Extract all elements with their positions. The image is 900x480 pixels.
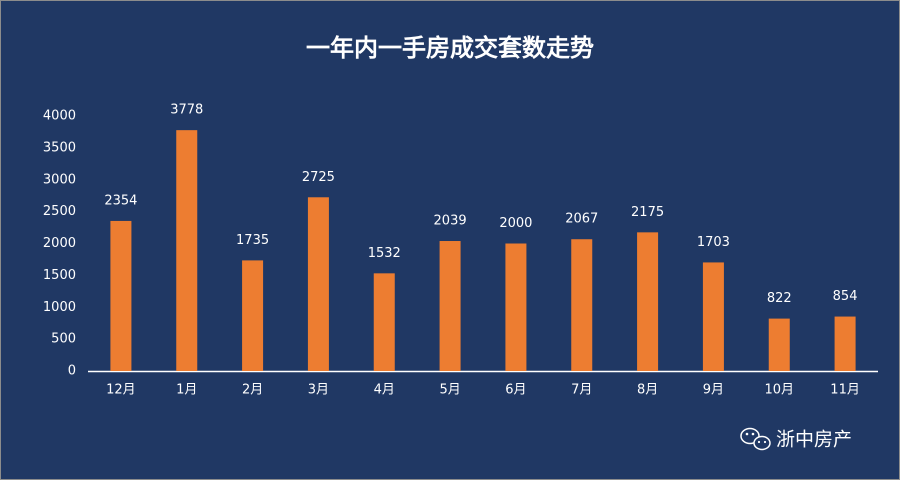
- data-label: 1735: [236, 233, 269, 248]
- data-label: 2039: [434, 214, 467, 229]
- y-tick-label: 2500: [43, 204, 76, 219]
- bar: [505, 243, 527, 371]
- data-label: 854: [833, 289, 858, 304]
- data-label: 2354: [104, 193, 137, 208]
- bar: [768, 318, 790, 371]
- x-tick-label: 2月: [242, 383, 263, 398]
- y-tick-label: 1000: [43, 300, 76, 315]
- y-tick-label: 500: [51, 332, 76, 347]
- x-tick-label: 8月: [637, 383, 658, 398]
- x-tick-label: 9月: [703, 383, 724, 398]
- x-tick-label: 11月: [830, 383, 860, 398]
- bar: [373, 273, 395, 371]
- x-tick-label: 5月: [439, 383, 460, 398]
- chart-title: 一年内一手房成交套数走势: [306, 34, 594, 62]
- y-tick-label: 3500: [43, 140, 76, 155]
- y-tick-label: 0: [68, 364, 76, 379]
- x-tick-label: 3月: [308, 383, 329, 398]
- data-label: 1703: [697, 235, 730, 250]
- data-label: 2000: [499, 216, 532, 231]
- x-tick-label: 6月: [505, 383, 526, 398]
- data-label: 1532: [368, 246, 401, 261]
- x-tick-label: 12月: [106, 383, 136, 398]
- bar: [176, 130, 198, 371]
- bar: [439, 241, 461, 371]
- y-tick-label: 2000: [43, 236, 76, 251]
- bar: [571, 239, 593, 371]
- x-tick-label: 10月: [764, 383, 794, 398]
- x-tick-label: 7月: [571, 383, 592, 398]
- y-tick-label: 3000: [43, 172, 76, 187]
- bar: [242, 260, 264, 371]
- bar: [637, 232, 659, 371]
- data-label: 822: [767, 291, 792, 306]
- data-label: 2725: [302, 170, 335, 185]
- bar: [307, 197, 329, 371]
- watermark: 浙中房产: [776, 429, 852, 451]
- watermark-icon: [740, 427, 771, 451]
- bar: [834, 316, 856, 371]
- bar: [110, 220, 132, 371]
- data-label: 3778: [170, 103, 203, 118]
- data-label: 2067: [565, 212, 598, 227]
- x-tick-label: 4月: [374, 383, 395, 398]
- y-tick-label: 4000: [43, 109, 76, 124]
- data-label: 2175: [631, 205, 664, 220]
- y-tick-label: 1500: [43, 268, 76, 283]
- bar: [702, 262, 724, 371]
- x-tick-label: 1月: [176, 383, 197, 398]
